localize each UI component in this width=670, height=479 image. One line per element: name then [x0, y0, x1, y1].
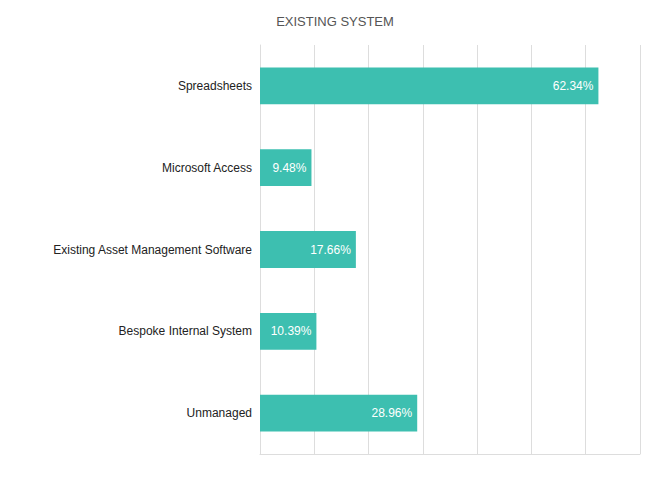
svg-text:Existing Asset Management Soft: Existing Asset Management Software [53, 243, 252, 257]
svg-text:9.48%: 9.48% [272, 161, 306, 175]
svg-text:Unmanaged: Unmanaged [187, 406, 252, 420]
svg-text:10.39%: 10.39% [271, 324, 312, 338]
svg-text:Microsoft Access: Microsoft Access [162, 161, 252, 175]
svg-text:28.96%: 28.96% [372, 406, 413, 420]
svg-text:Spreadsheets: Spreadsheets [178, 79, 252, 93]
svg-text:Bespoke Internal System: Bespoke Internal System [119, 324, 252, 338]
svg-text:62.34%: 62.34% [553, 79, 594, 93]
svg-text:17.66%: 17.66% [310, 243, 351, 257]
svg-text:EXISTING SYSTEM: EXISTING SYSTEM [276, 14, 394, 29]
